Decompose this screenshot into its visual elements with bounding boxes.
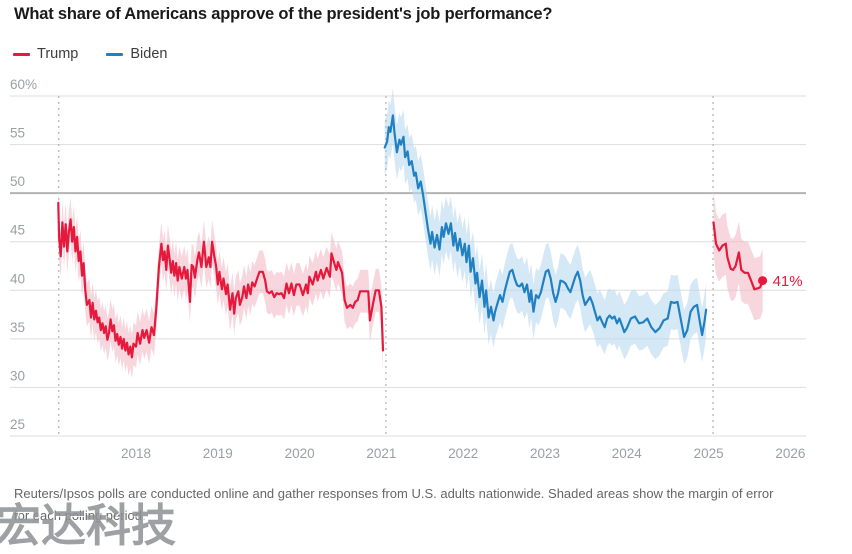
x-tick-label: 2023 — [530, 446, 560, 461]
x-tick-label: 2026 — [775, 446, 805, 461]
y-tick-label: 35 — [10, 320, 25, 335]
y-tick-label: 60% — [10, 77, 37, 92]
trump-term1-line — [57, 201, 385, 359]
end-point-marker — [758, 276, 768, 286]
trump-term2-line — [712, 221, 764, 291]
y-tick-label: 30 — [10, 368, 25, 383]
x-tick-label: 2020 — [285, 446, 315, 461]
y-tick-label: 45 — [10, 223, 25, 238]
legend: Trump Biden — [13, 46, 167, 62]
source-note-line2: for each polling period. — [14, 508, 146, 523]
x-tick-label: 2025 — [694, 446, 724, 461]
page-title: What share of Americans approve of the p… — [14, 5, 553, 23]
source-note: Reuters/Ipsos polls are conducted online… — [14, 483, 773, 527]
approval-line-chart: 60% 55 50 45 40 35 30 25 2018 2019 2020 2021 2022 202… — [10, 77, 806, 461]
watermark: 宏达科技 — [0, 500, 177, 551]
x-tick-label: 2018 — [121, 446, 151, 461]
y-tick-label: 55 — [10, 126, 25, 141]
biden-line-swatch — [106, 52, 124, 56]
x-tick-label: 2024 — [612, 446, 643, 461]
legend-item-trump: Trump — [13, 46, 78, 62]
y-tick-label: 25 — [10, 417, 25, 432]
latest-value-label: 41% — [772, 272, 803, 290]
legend-item-biden: Biden — [106, 46, 167, 62]
x-tick-label: 2022 — [448, 446, 478, 461]
trump-line-swatch — [13, 52, 30, 56]
source-note-line1: Reuters/Ipsos polls are conducted online… — [14, 486, 774, 501]
legend-label-trump: Trump — [37, 46, 79, 62]
biden-moe-band — [384, 88, 707, 365]
y-tick-label: 50 — [10, 174, 25, 189]
x-tick-label: 2021 — [366, 446, 396, 461]
x-tick-label: 2019 — [203, 446, 233, 461]
biden-line — [383, 114, 708, 338]
legend-label-biden: Biden — [130, 46, 168, 62]
y-tick-label: 40 — [10, 271, 25, 286]
